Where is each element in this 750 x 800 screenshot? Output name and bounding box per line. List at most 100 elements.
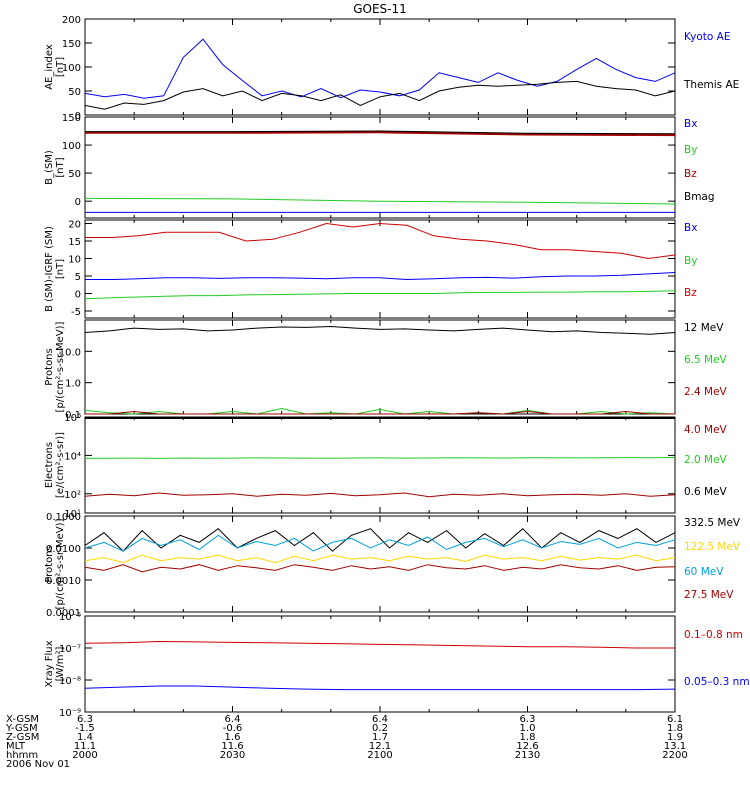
ephemeris-value: 6.3 xyxy=(520,714,536,725)
y-tick-label: 10¹ xyxy=(64,509,81,520)
y-axis-label: B_(SM) [nT] xyxy=(44,150,66,185)
y-axis-label-line1: AE_index xyxy=(44,44,55,90)
series-line-3 xyxy=(84,564,676,573)
series-line-2 xyxy=(85,131,676,137)
ephemeris-value: 2100 xyxy=(367,750,392,761)
panel-1: 0 50 100 150 200 AE_index [nT] Kyoto AE Themis A… xyxy=(44,15,739,122)
y-tick-label: 0.0100 xyxy=(46,544,81,555)
legend-label: Bz xyxy=(684,168,697,180)
panel-frame xyxy=(84,416,676,514)
series-line-0 xyxy=(84,325,676,335)
legend-label: 12 MeV xyxy=(684,322,724,334)
legend-label: 122.5 MeV xyxy=(684,541,741,553)
panel-2: 0 50 100 150 B_(SM) [nT] Bx By Bz Bmag xyxy=(44,113,715,219)
ephemeris-value: 6.3 xyxy=(77,714,93,725)
y-tick-label: 150 xyxy=(62,39,81,50)
ephemeris-value: 6.1 xyxy=(667,714,683,725)
ephemeris-value: 1.7 xyxy=(372,732,388,743)
ephemeris-value: 1.8 xyxy=(667,723,683,734)
legend-label: Bx xyxy=(684,222,697,234)
legend-label: Bx xyxy=(684,118,697,130)
date-label: 2006 Nov 01 xyxy=(6,759,70,770)
y-axis-label-line1: Electrons xyxy=(44,442,55,488)
legend-label: 2.4 MeV xyxy=(684,386,728,398)
y-axis-label: Electrons [e/(cm²-s-sr)] xyxy=(44,432,66,498)
y-tick-label: -5 xyxy=(71,307,81,318)
ephemeris-value: 12.1 xyxy=(369,741,391,752)
ephemeris-value: 13.1 xyxy=(664,741,686,752)
series-line-0 xyxy=(84,640,675,649)
y-axis-label-line1: B (SM)-IGRF (SM) xyxy=(44,226,55,312)
panel-frame xyxy=(84,515,676,613)
series-line-0 xyxy=(85,272,676,281)
ephemeris-value: 0.2 xyxy=(372,723,388,734)
panel-7: 10⁻⁹ 10⁻⁸ 10⁻⁷ 10⁻⁶ Xray Flux [W/m²] 0.1–0.8 n… xyxy=(44,612,750,719)
legend-label: Bz xyxy=(684,287,697,299)
y-axis-label-line2: [W/m²] xyxy=(55,646,66,681)
series-line-2 xyxy=(85,410,675,415)
y-tick-label: 10⁻⁷ xyxy=(59,644,81,655)
y-axis-label: AE_index [nT] xyxy=(44,44,66,90)
y-tick-label: 100 xyxy=(62,141,81,152)
series-line-1 xyxy=(84,290,676,300)
legend-label: 0.1–0.8 nm xyxy=(684,629,743,641)
y-tick-label: 0.1 xyxy=(65,410,81,421)
y-tick-label: 10⁻⁶ xyxy=(59,612,81,623)
y-tick-label: 0.1000 xyxy=(46,512,81,523)
y-tick-label: 200 xyxy=(62,15,81,26)
legend-label: 27.5 MeV xyxy=(684,589,734,601)
y-tick-label: 0 xyxy=(75,111,81,122)
y-axis-label-line1: Protons xyxy=(44,545,55,582)
series-line-0 xyxy=(84,38,676,99)
ephemeris-value: 6.4 xyxy=(225,714,241,725)
ephemeris-row-label: hhmm xyxy=(6,750,38,761)
panel-frame xyxy=(84,18,676,116)
y-tick-label: 20 xyxy=(68,220,81,231)
series-line-3 xyxy=(85,130,676,135)
ephemeris-row-label: Y-GSM xyxy=(5,723,38,734)
y-tick-label: 10⁻⁸ xyxy=(59,676,81,687)
y-axis-label-line2: [nT] xyxy=(55,157,66,177)
y-tick-label: 10⁻⁹ xyxy=(59,708,81,719)
y-axis-label-line2: [e/(cm²-s-sr)] xyxy=(55,432,66,498)
ephemeris-value: -1.5 xyxy=(75,723,95,734)
legend-label: 6.5 MeV xyxy=(684,354,728,366)
ephemeris-value: -0.6 xyxy=(223,723,243,734)
y-tick-label: 10⁴ xyxy=(64,451,81,462)
y-tick-label: 10⁶ xyxy=(64,413,81,424)
series-line-1 xyxy=(84,197,676,205)
ephemeris-value: 2130 xyxy=(515,750,540,761)
y-tick-label: 100 xyxy=(62,63,81,74)
y-tick-label: 150 xyxy=(62,113,81,124)
legend-label: 4.0 MeV xyxy=(684,424,728,436)
legend-label: 332.5 MeV xyxy=(684,517,741,529)
y-axis-label-line1: Xray Flux xyxy=(44,640,55,687)
y-tick-label: 0 xyxy=(75,197,81,208)
legend-label: 0.05–0.3 nm xyxy=(684,676,750,688)
ephemeris-value: 11.1 xyxy=(74,741,96,752)
ephemeris-value: 6.4 xyxy=(372,714,388,725)
y-axis-label: B (SM)-IGRF (SM) [nT] xyxy=(44,226,66,312)
y-tick-label: 1.0 xyxy=(65,379,81,390)
y-tick-label: 0.0001 xyxy=(46,608,81,619)
ephemeris-value: 1.6 xyxy=(225,732,241,743)
ephemeris-value: 1.8 xyxy=(520,732,536,743)
panel-frame xyxy=(84,319,676,415)
legend-label: Bmag xyxy=(684,191,715,203)
series-line-1 xyxy=(84,457,676,459)
ephemeris-value: 12.6 xyxy=(516,741,538,752)
y-tick-label: 10 xyxy=(68,255,81,266)
y-tick-label: 0.0010 xyxy=(46,576,81,587)
y-axis-label-line2: [nT] xyxy=(55,57,66,77)
ephemeris-value: 2000 xyxy=(72,750,97,761)
legend-label: By xyxy=(684,144,697,156)
y-axis-label: Xray Flux [W/m²] xyxy=(44,640,66,687)
x-axis-ephemeris: X-GSMY-GSMZ-GSMMLThhmm6.3-1.51.411.12000… xyxy=(5,714,688,770)
series-line-2 xyxy=(84,534,676,552)
panel-5: 10¹ 10² 10⁴ 10⁶ Electrons [e/(cm²-s-sr)] 4.0 M… xyxy=(44,413,728,520)
panel-frame xyxy=(84,219,676,319)
